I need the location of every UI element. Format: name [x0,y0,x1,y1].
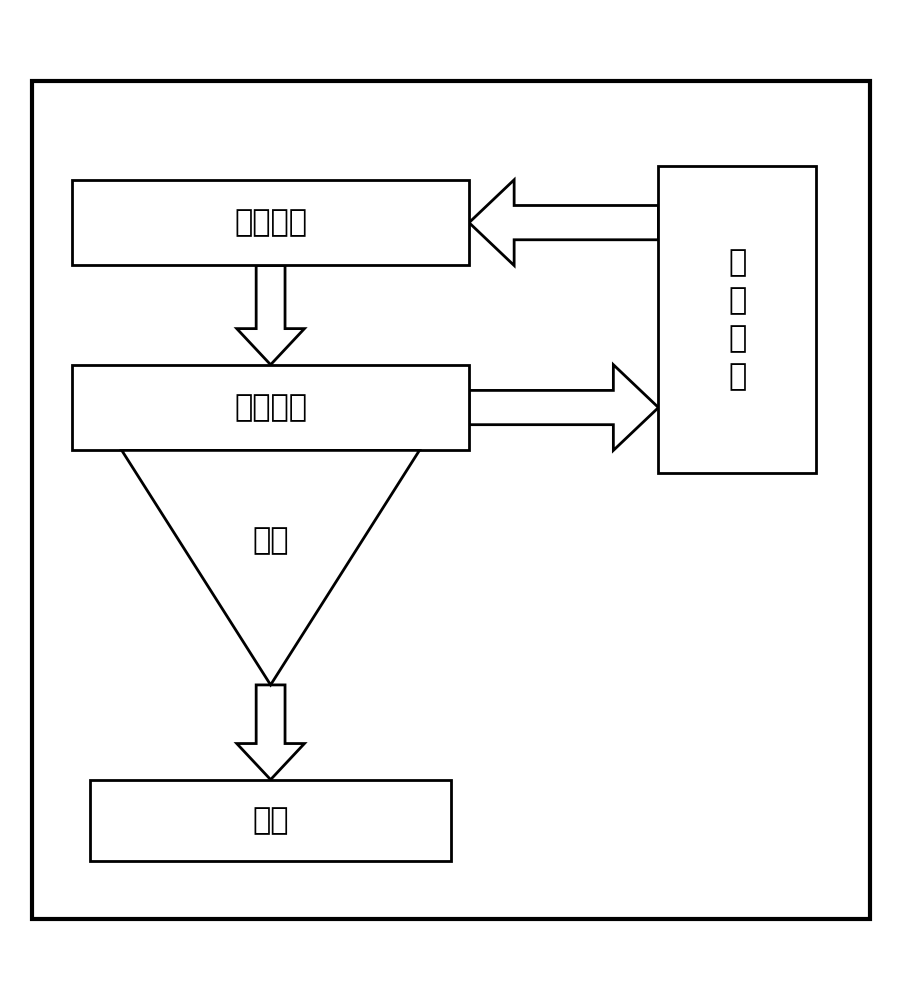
Bar [90,780,451,861]
Polygon shape [469,365,658,450]
Polygon shape [236,685,304,780]
Bar [72,180,469,265]
Polygon shape [236,265,304,365]
Text: 压头: 压头 [253,526,289,555]
Polygon shape [469,180,658,265]
Bar [72,365,469,450]
Text: 样品: 样品 [253,806,289,835]
Bar [658,166,816,473]
Polygon shape [236,414,304,450]
Text: 力传感器: 力传感器 [235,393,307,422]
Text: 控
制
系
统: 控 制 系 统 [728,248,747,391]
Polygon shape [122,450,419,685]
Text: 步进电机: 步进电机 [235,208,307,237]
